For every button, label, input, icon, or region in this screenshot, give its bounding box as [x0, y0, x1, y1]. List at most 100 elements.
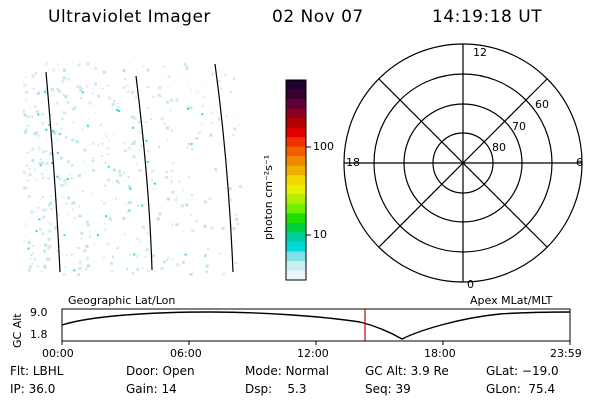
uv-speckle — [89, 230, 91, 232]
uv-speckle — [127, 90, 130, 93]
uv-speckle — [171, 223, 174, 226]
uv-speckle — [186, 105, 189, 108]
uv-speckle — [41, 173, 44, 176]
uv-speckle — [48, 154, 50, 156]
uv-speckle — [147, 150, 150, 153]
uv-speckle — [30, 254, 33, 257]
uv-speckle — [38, 218, 41, 221]
uv-speckle — [78, 227, 80, 229]
uv-speckle — [71, 202, 73, 205]
uv-speckle — [69, 173, 72, 176]
uv-speckle — [138, 240, 141, 243]
uv-speckle — [186, 147, 189, 149]
uv-speckle — [98, 178, 100, 180]
uv-speckle — [182, 189, 185, 192]
uv-speckle — [77, 174, 81, 177]
uv-speckle — [71, 107, 75, 111]
uv-speckle — [22, 109, 25, 112]
uv-speckle — [127, 146, 131, 150]
uv-speckle — [223, 243, 225, 245]
uv-speckle — [166, 100, 170, 104]
uv-speckle — [79, 86, 82, 88]
uv-speckle — [54, 225, 58, 229]
lat-label-70: 70 — [512, 120, 526, 133]
uv-speckle — [162, 65, 165, 68]
uv-speckle — [127, 201, 131, 205]
uv-speckle — [238, 185, 242, 188]
uv-speckle — [166, 197, 170, 201]
uv-speckle — [211, 122, 214, 125]
uv-speckle — [66, 77, 70, 81]
uv-speckle — [107, 84, 109, 87]
uv-speckle — [158, 86, 162, 89]
uv-speckle — [140, 144, 143, 147]
uv-speckle — [91, 160, 94, 163]
uv-speckle — [45, 62, 49, 66]
uv-speckle — [91, 92, 94, 95]
uv-speckle — [124, 90, 126, 92]
uv-speckle — [53, 237, 55, 239]
uv-speckle — [53, 131, 57, 135]
colorbar-band — [286, 165, 306, 176]
uv-speckle — [235, 262, 238, 264]
uv-speckle — [160, 96, 162, 97]
timeline-y-tick: 1.8 — [30, 328, 48, 341]
uv-speckle — [81, 190, 84, 193]
uv-speckle — [46, 169, 47, 171]
uv-speckle — [108, 96, 111, 100]
uv-speckle — [31, 66, 33, 68]
uv-speckle — [70, 237, 72, 239]
uv-speckle — [138, 168, 142, 172]
uv-speckle — [137, 209, 139, 211]
uv-speckle — [133, 253, 136, 256]
uv-speckle — [128, 89, 130, 91]
uv-speckle — [151, 62, 154, 65]
uv-speckle — [141, 65, 144, 68]
uv-speckle — [110, 269, 114, 273]
uv-speckle — [63, 182, 67, 186]
colorbar-band — [286, 118, 306, 129]
uv-speckle — [194, 71, 195, 72]
uv-speckle — [91, 141, 95, 145]
uv-speckle — [135, 254, 139, 258]
uv-speckle — [92, 128, 94, 130]
uv-speckle — [81, 128, 84, 131]
uv-speckle — [102, 201, 106, 205]
uv-speckle — [36, 92, 40, 95]
uv-speckle — [124, 78, 126, 81]
uv-speckle — [195, 219, 198, 222]
uv-speckle — [47, 99, 49, 101]
uv-speckle — [153, 189, 155, 191]
uv-speckle — [97, 144, 100, 147]
uv-speckle — [78, 266, 82, 270]
uv-speckle — [215, 257, 217, 259]
uv-speckle — [153, 182, 156, 185]
uv-speckle — [29, 106, 31, 108]
uv-speckle — [109, 139, 111, 141]
uv-speckle — [228, 187, 232, 191]
uv-speckle — [146, 68, 150, 72]
uv-speckle — [151, 182, 153, 184]
uv-speckle — [118, 99, 120, 101]
uv-speckle — [190, 213, 192, 216]
info-value: 75.4 — [528, 382, 556, 396]
uv-speckle — [42, 113, 45, 115]
uv-speckle — [34, 258, 36, 261]
uv-speckle — [23, 186, 27, 190]
uv-speckle — [128, 209, 131, 212]
uv-speckle — [41, 121, 45, 125]
uv-speckle — [100, 123, 103, 126]
uv-speckle — [63, 234, 66, 237]
uv-speckle — [64, 137, 67, 140]
uv-speckle — [128, 185, 131, 189]
uv-speckle — [41, 161, 44, 165]
uv-speckle — [194, 137, 197, 140]
uv-speckle — [78, 205, 81, 208]
uv-speckle — [153, 194, 155, 196]
timeline-right-label: Apex MLat/MLT — [470, 294, 553, 307]
uv-speckle — [49, 202, 53, 205]
uv-speckle — [56, 213, 60, 217]
uv-speckle — [38, 227, 42, 231]
uv-speckle — [33, 260, 35, 262]
uv-speckle — [223, 73, 227, 77]
